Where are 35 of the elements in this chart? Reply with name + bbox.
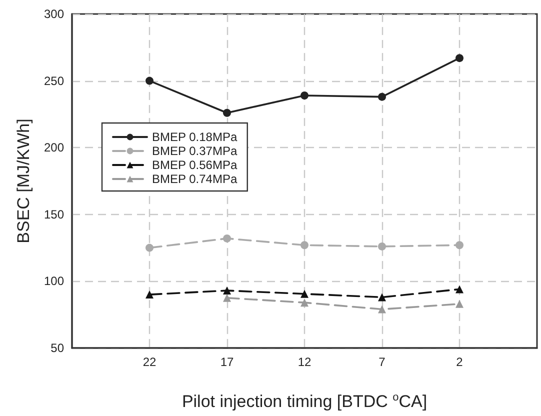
y-tick-label: 250	[44, 74, 64, 88]
legend-label: BMEP 0.56MPa	[152, 158, 238, 172]
point	[300, 298, 308, 307]
point	[223, 286, 231, 295]
point	[456, 285, 464, 294]
point	[300, 241, 308, 250]
point	[146, 76, 154, 85]
point	[223, 108, 231, 117]
legend-label: BMEP 0.37MPa	[152, 144, 238, 158]
point	[378, 293, 386, 302]
point	[378, 242, 386, 250]
x-tick-label: 7	[378, 355, 386, 369]
y-tick-label: 100	[44, 274, 64, 288]
x-tick-label: 17	[220, 355, 234, 369]
point	[223, 234, 231, 242]
legend-label: BMEP 0.18MPa	[152, 130, 238, 144]
point	[456, 241, 464, 250]
point	[300, 92, 308, 100]
legend-label: BMEP 0.74MPa	[152, 172, 238, 186]
x-tick-label: 2	[456, 355, 464, 369]
x-tick-label: 22	[142, 355, 156, 369]
point	[378, 92, 386, 101]
point	[456, 54, 464, 62]
y-tick-label: 150	[44, 207, 64, 222]
point	[146, 290, 154, 299]
point	[146, 244, 154, 252]
point	[223, 294, 231, 302]
y-tick-label: 50	[50, 341, 64, 355]
y-axis-title: BSEC [MJ/KWh]	[14, 118, 33, 244]
point	[300, 290, 308, 298]
x-tick-label: 12	[298, 355, 312, 369]
point	[456, 300, 464, 308]
point	[378, 305, 386, 314]
y-tick-label: 200	[44, 140, 64, 155]
y-tick-label: 300	[44, 7, 64, 21]
